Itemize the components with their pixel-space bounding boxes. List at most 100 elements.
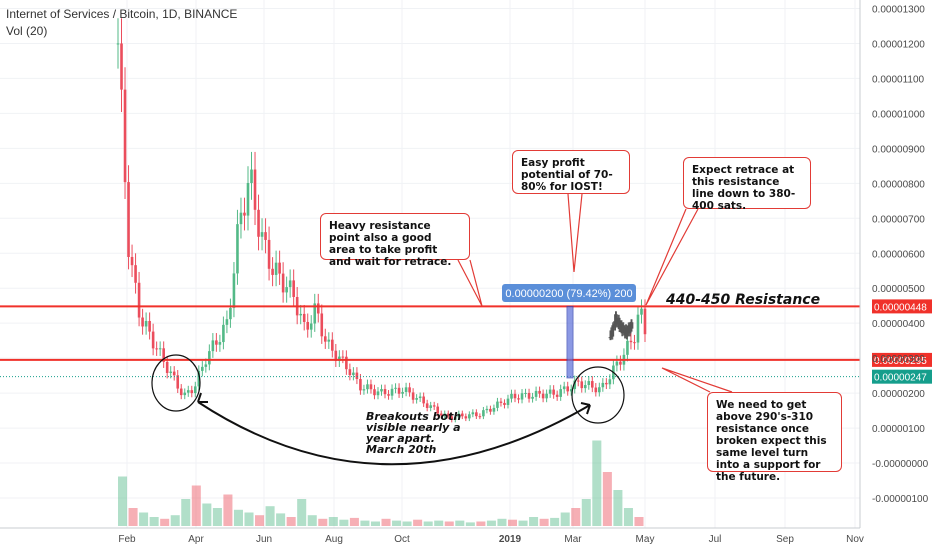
candle-body <box>327 339 331 342</box>
candle-body <box>513 393 517 399</box>
candle-body <box>229 307 232 320</box>
y-tick-label: 0.00000700 <box>872 214 925 225</box>
candle-body <box>492 407 496 412</box>
candle-body <box>640 308 643 315</box>
y-tick-label: 0.00001200 <box>872 39 925 50</box>
candle-body <box>376 391 380 396</box>
volume-bar <box>318 518 328 526</box>
measure-bar <box>566 305 574 379</box>
projection-candle <box>625 327 628 337</box>
candle-body <box>548 389 552 394</box>
x-tick-label: Oct <box>394 534 410 545</box>
candle-body <box>123 89 127 183</box>
candle-body <box>355 372 359 380</box>
price-tag <box>872 369 932 384</box>
candle-body <box>281 273 285 293</box>
candle-body <box>552 389 555 395</box>
candle-body <box>443 413 447 416</box>
candle-body <box>387 394 390 396</box>
volume-bar <box>181 499 191 526</box>
projection-candle <box>625 333 629 337</box>
candle-body <box>208 351 211 365</box>
volume-bar <box>434 520 444 526</box>
candle-body <box>562 386 566 390</box>
volume-bar <box>202 503 212 526</box>
candle-body <box>475 412 478 417</box>
candle-body <box>137 282 141 318</box>
candle-body <box>302 313 306 322</box>
candle-body <box>520 393 524 400</box>
candle-body <box>436 406 440 414</box>
candle-body <box>380 389 383 392</box>
candle-body <box>141 317 144 327</box>
volume-bar <box>265 506 275 526</box>
candle-body <box>127 182 130 257</box>
need-above-resistance-note[interactable]: We need to get above 290's-310 resistanc… <box>707 392 842 483</box>
candle-body <box>598 387 601 393</box>
y-tick-label: 0.00000400 <box>872 319 925 330</box>
candle-body <box>629 340 633 343</box>
y-tick-label: 0.00001100 <box>872 74 925 85</box>
volume-bar <box>486 520 496 526</box>
candle-body <box>190 390 194 394</box>
horizontal-levels[interactable]: 0.00000448 0.00000295 0.00000247 <box>0 299 932 384</box>
y-tick-label: 0.00000600 <box>872 249 925 260</box>
volume-bar <box>170 515 180 526</box>
candle-body <box>211 340 215 352</box>
x-tick-label: Mar <box>564 534 582 545</box>
candle-body <box>404 387 408 392</box>
candle-body <box>359 379 362 391</box>
volume-bar <box>444 521 454 526</box>
candle-body <box>583 385 587 389</box>
candle-body <box>471 412 475 415</box>
candle-body <box>116 43 120 45</box>
expect-retrace-note[interactable]: Expect retrace at this resistance line d… <box>683 157 811 212</box>
easy-profit-note[interactable]: Easy profit potential of 70-80% for IOST… <box>512 150 630 194</box>
candle-body <box>394 387 397 389</box>
candle-body <box>605 382 608 385</box>
candle-body <box>215 340 218 345</box>
measure-label: 0.00000200 (79.42%) 200 <box>505 288 632 300</box>
candle-body <box>397 387 401 394</box>
candle-body <box>446 413 450 417</box>
candle-body <box>538 390 541 394</box>
volume-bar <box>212 508 222 526</box>
volume-bar <box>381 518 391 526</box>
x-tick-label: May <box>636 534 655 545</box>
candle-body <box>271 268 274 275</box>
candle-body <box>432 405 436 407</box>
y-tick-label: 0.00000500 <box>872 284 925 295</box>
candle-body <box>197 370 201 387</box>
candle-body <box>239 212 243 225</box>
volume-bar <box>623 508 633 526</box>
candle-body <box>313 303 317 324</box>
volume-bar <box>423 521 433 526</box>
candle-body <box>408 387 411 393</box>
breakout-circle <box>151 354 201 412</box>
volume-bar <box>497 518 507 526</box>
heavy-resistance-note[interactable]: Heavy resistance point also a good area … <box>320 213 470 268</box>
candle-body <box>352 372 355 376</box>
candle-body <box>636 314 640 343</box>
candle-body <box>594 387 598 393</box>
candle-body <box>316 303 320 314</box>
callout-pointer <box>645 208 699 306</box>
volume-bar <box>455 520 465 526</box>
candle-body <box>162 348 165 362</box>
candle-body <box>278 262 281 274</box>
price-tag <box>872 352 932 367</box>
callout-pointer <box>661 367 733 393</box>
volume-bar <box>539 518 549 526</box>
projection-candle <box>628 324 632 334</box>
candle-body <box>306 321 310 330</box>
candle-body <box>506 398 510 405</box>
candle-body <box>285 287 288 293</box>
volume-bar <box>613 490 623 526</box>
volume-bar <box>370 521 380 526</box>
volume-bar <box>476 521 486 526</box>
candle-body <box>288 280 292 288</box>
y-tick-label: 0.00000900 <box>872 144 925 155</box>
candle-body <box>341 356 345 358</box>
candle-body <box>186 390 190 393</box>
